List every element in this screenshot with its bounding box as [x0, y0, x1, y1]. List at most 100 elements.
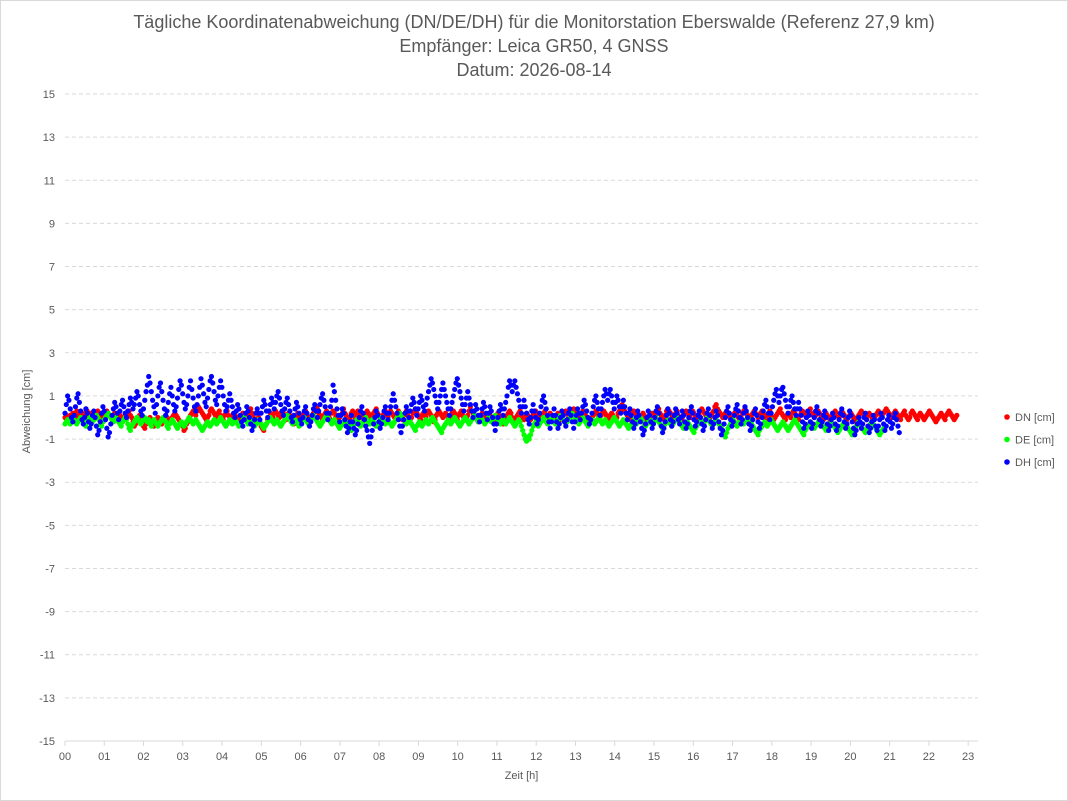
data-point — [262, 401, 268, 408]
y-tick-label: 1 — [49, 391, 55, 403]
data-point — [148, 389, 154, 395]
data-point — [729, 423, 735, 429]
data-point — [482, 404, 488, 410]
data-point — [894, 417, 900, 423]
data-point — [428, 376, 434, 382]
data-point — [835, 423, 841, 429]
x-tick-label: 12 — [530, 751, 542, 763]
data-point — [518, 410, 524, 416]
data-point — [272, 399, 279, 406]
x-tick-label: 13 — [569, 751, 581, 763]
data-point — [790, 399, 796, 406]
legend: DN [cm] DE [cm] DH [cm] — [1004, 412, 1055, 469]
data-point — [369, 427, 375, 434]
y-tick-label: 15 — [43, 89, 55, 101]
data-point — [833, 427, 840, 434]
data-point — [411, 399, 417, 406]
data-point — [398, 429, 404, 436]
data-point — [535, 417, 541, 423]
data-point — [123, 414, 130, 421]
data-point — [529, 427, 535, 434]
data-point — [700, 427, 706, 434]
data-point — [367, 440, 373, 446]
data-point — [490, 414, 496, 421]
data-point — [108, 421, 114, 427]
data-point — [418, 393, 424, 399]
data-point — [344, 429, 351, 436]
data-point — [391, 397, 398, 403]
data-point — [886, 412, 892, 418]
data-point — [769, 404, 776, 410]
data-point — [220, 393, 226, 399]
data-point — [317, 401, 323, 408]
data-point — [96, 427, 102, 434]
data-point — [764, 404, 770, 410]
data-point — [627, 406, 633, 412]
legend-label: DN [cm] — [1015, 412, 1055, 424]
data-point — [636, 412, 642, 418]
data-point — [139, 412, 145, 418]
data-point — [364, 427, 370, 434]
series-dh — [62, 373, 902, 446]
data-point — [134, 389, 140, 395]
data-point — [153, 401, 160, 408]
data-point — [871, 417, 878, 423]
data-point — [309, 412, 315, 418]
data-point — [522, 404, 528, 410]
data-point — [424, 395, 430, 401]
data-point — [829, 410, 836, 416]
data-point — [744, 414, 751, 421]
data-point — [567, 406, 573, 412]
data-point — [329, 397, 335, 403]
data-point — [867, 425, 874, 431]
data-point — [599, 399, 606, 406]
data-point — [352, 432, 358, 438]
legend-marker — [1004, 459, 1010, 465]
data-point — [378, 421, 385, 427]
data-point — [278, 401, 284, 408]
data-point — [527, 414, 534, 421]
data-point — [680, 412, 687, 418]
data-point — [331, 389, 337, 395]
data-point — [780, 384, 786, 390]
data-point — [195, 393, 201, 399]
data-point — [690, 410, 696, 416]
data-point — [194, 401, 200, 408]
data-point — [513, 384, 519, 390]
data-point — [337, 419, 343, 425]
x-tick-label: 19 — [805, 751, 817, 763]
data-point — [198, 376, 204, 382]
data-point — [810, 421, 816, 427]
data-point — [819, 419, 825, 425]
data-point — [454, 376, 460, 382]
x-tick-label: 20 — [844, 751, 856, 763]
data-point — [777, 406, 783, 412]
data-point — [163, 419, 169, 425]
data-point — [801, 432, 807, 438]
data-point — [487, 404, 493, 410]
data-point — [312, 401, 318, 408]
data-point — [488, 408, 494, 414]
data-point — [896, 429, 902, 436]
data-point — [495, 414, 501, 421]
data-point — [631, 425, 637, 431]
data-point — [907, 414, 913, 421]
data-point — [412, 427, 419, 434]
data-point — [866, 429, 872, 436]
data-point — [422, 408, 428, 414]
data-point — [743, 408, 749, 414]
x-axis-ticks: 00 01 02 03 04 05 06 07 08 09 10 11 12 13 14 15 16 17 18 19… — [59, 741, 974, 763]
data-point — [446, 412, 453, 418]
data-point — [501, 406, 507, 412]
data-point — [897, 417, 904, 423]
data-point — [676, 421, 683, 427]
y-tick-label: 9 — [49, 218, 55, 230]
data-point — [148, 423, 154, 429]
data-point — [246, 414, 252, 421]
data-point — [470, 414, 476, 421]
data-point — [742, 404, 748, 410]
data-point — [92, 414, 98, 421]
data-point — [559, 408, 565, 414]
data-point — [219, 384, 225, 390]
data-point — [257, 417, 263, 423]
